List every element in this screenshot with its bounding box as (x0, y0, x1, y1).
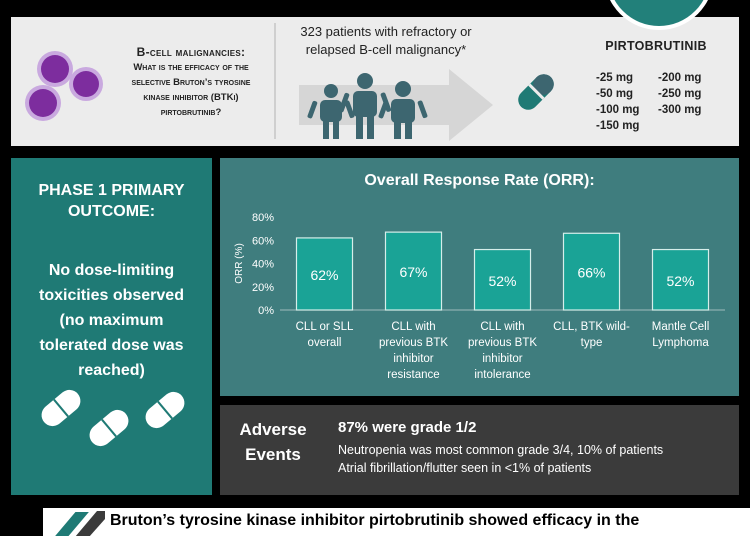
bar (295, 237, 354, 311)
question-line: selective Bruton’s tyrosine (131, 77, 251, 88)
x-category-label: intolerance (474, 369, 530, 381)
bar (562, 232, 621, 311)
bar (651, 248, 710, 311)
phase-body-line: No dose-limiting (48, 262, 175, 279)
question-title: B-cell malignancies: (136, 45, 246, 59)
y-tick-label: 0% (258, 305, 274, 317)
phase-outcome: No dose-limiting toxicities observed (no… (11, 258, 212, 383)
x-category-label: type (581, 337, 603, 349)
dose-item: -100 mg (596, 104, 640, 116)
phase-body-line: (no maximum (59, 312, 164, 329)
x-category-label: overall (308, 337, 342, 349)
x-category-label: inhibitor (393, 353, 433, 365)
ae-grade-summary: 87% were grade 1/2 (338, 419, 477, 436)
patients-line: relapsed B-cell malignancy* (305, 42, 467, 57)
bar (384, 231, 443, 311)
x-category-label: CLL, BTK wild- (553, 321, 630, 333)
x-category-label: inhibitor (482, 353, 522, 365)
phase-title-line: PHASE 1 PRIMARY (38, 182, 185, 199)
dose-list: -25 mg -200 mg -50 mg -250 mg -100 mg -3… (596, 71, 720, 134)
bar-data-label: 67% (399, 264, 427, 280)
drug-name: PIRTOBRUTINIB (605, 39, 707, 53)
x-category-label: resistance (387, 369, 439, 381)
phase-panel: PHASE 1 PRIMARY OUTCOME: No dose-limitin… (11, 158, 212, 495)
ae-title-line: Adverse (239, 420, 307, 439)
pill-icon (518, 74, 554, 110)
top-panel: B-cell malignancies: What is the efficac… (11, 17, 739, 146)
question-line: pirtobrutinib? (160, 107, 222, 118)
bar (473, 248, 532, 311)
orr-bar-chart: 0% 20% 40% 60% 80% ORR (%) 62% CLL or SLL overal… (234, 212, 725, 381)
stripes-icon (52, 510, 105, 536)
phase-title-line: OUTCOME: (67, 203, 156, 220)
x-category-label: previous BTK (468, 337, 537, 349)
ae-detail: Atrial fibrillation/flutter seen in <1% … (338, 461, 592, 475)
y-tick-label: 40% (252, 259, 274, 271)
y-axis-label: ORR (%) (234, 243, 245, 284)
chart-title: Overall Response Rate (ORR): (364, 172, 595, 189)
patients-illustration (299, 69, 499, 141)
dose-item: -150 mg (596, 120, 640, 132)
dose-item: -25 mg (596, 72, 634, 84)
phase-body-line: toxicities observed (39, 287, 184, 304)
patients-line: 323 patients with refractory or (300, 24, 472, 39)
x-category-label: CLL with (391, 321, 435, 333)
pill-icon (41, 389, 81, 427)
phase-body-line: tolerated dose was (39, 337, 184, 354)
ae-detail: Neutropenia was most common grade 3/4, 1… (338, 443, 664, 457)
dose-item: -200 mg (658, 72, 702, 84)
dose-item: -250 mg (658, 88, 702, 100)
arrow-head-icon (449, 69, 493, 141)
orr-chart-panel: Overall Response Rate (ORR): 0% 20% 40% 60%… (220, 158, 739, 396)
patients-text: 323 patients with refractory or relapsed… (281, 23, 491, 59)
bar-data-label: 66% (577, 265, 605, 281)
adverse-events-title: Adverse Events (230, 417, 316, 467)
divider (274, 23, 276, 139)
x-category-label: Lymphoma (652, 337, 709, 349)
question-line: kinase inhibitor (BTKi) (143, 92, 239, 103)
adverse-events-panel: Adverse Events 87% were grade 1/2 Neutro… (220, 405, 739, 495)
question-line: What is the efficacy of the (133, 62, 249, 73)
x-category-label: previous BTK (379, 337, 448, 349)
dose-item: -300 mg (658, 104, 702, 116)
question-text: B-cell malignancies: What is the efficac… (111, 45, 271, 120)
bar-data-label: 52% (488, 273, 516, 289)
ae-title-line: Events (245, 445, 301, 464)
b-cell-icon (73, 71, 99, 97)
y-tick-label: 20% (252, 282, 274, 294)
y-tick-label: 60% (252, 235, 274, 247)
x-category-label: Mantle Cell (652, 321, 710, 333)
bar-data-label: 62% (310, 267, 338, 283)
phase-title: PHASE 1 PRIMARY OUTCOME: (11, 180, 212, 222)
conclusion-panel (43, 508, 750, 536)
x-category-label: CLL with (480, 321, 524, 333)
conclusion-text: Bruton’s tyrosine kinase inhibitor pirto… (110, 512, 640, 529)
pill-icon (145, 391, 185, 429)
phase-body-line: reached) (78, 362, 145, 379)
pills-illustration (41, 389, 185, 447)
x-category-label: CLL or SLL (296, 321, 354, 333)
pill-icon (89, 409, 129, 447)
people-icon (307, 73, 428, 139)
b-cell-icon (29, 89, 57, 117)
dose-item: -50 mg (596, 88, 634, 100)
bar-data-label: 52% (666, 273, 694, 289)
y-tick-label: 80% (252, 212, 274, 224)
b-cell-icon (41, 55, 69, 83)
b-cells-illustration (11, 17, 116, 146)
